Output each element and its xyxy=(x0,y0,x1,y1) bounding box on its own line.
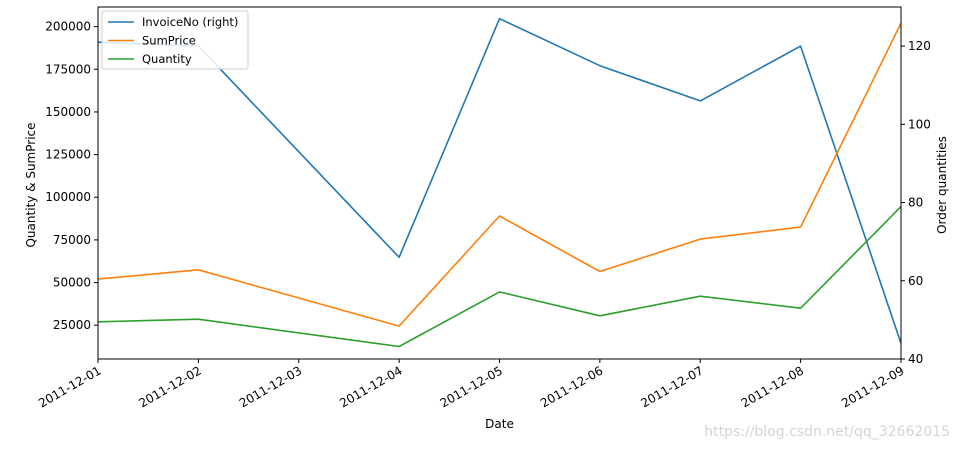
left-y-tick-label: 100000 xyxy=(45,190,91,204)
series-line xyxy=(97,22,902,327)
x-tick-label: 2011-12-07 xyxy=(638,363,705,410)
watermark: https://blog.csdn.net/qq_32662015 xyxy=(704,424,950,440)
left-y-tick-label: 125000 xyxy=(45,148,91,162)
right-y-axis-title: Order quantities xyxy=(935,136,949,234)
x-axis-title: Date xyxy=(485,417,514,431)
left-y-axis-title: Quantity & SumPrice xyxy=(24,122,38,247)
left-y-axis: 25000 50000 75000 100000 125000 150000 175000 2… xyxy=(45,20,98,332)
legend-box xyxy=(101,10,249,70)
x-tick-label: 2011-12-09 xyxy=(839,363,906,410)
left-y-tick-label: 75000 xyxy=(53,233,91,247)
left-y-tick-label: 25000 xyxy=(53,318,91,332)
series-line xyxy=(97,17,902,344)
right-y-tick-label: 100 xyxy=(908,117,931,131)
x-tick-label: 2011-12-06 xyxy=(538,363,605,410)
legend: InvoiceNo (right) SumPrice Quantity xyxy=(101,10,249,70)
x-tick-label: 2011-12-01 xyxy=(36,363,103,410)
legend-label: InvoiceNo (right) xyxy=(142,15,238,29)
x-tick-label: 2011-12-03 xyxy=(237,363,304,410)
x-tick-label: 2011-12-05 xyxy=(438,363,505,410)
x-tick-label: 2011-12-04 xyxy=(337,363,404,410)
x-axis: 2011-12-01 2011-12-02 2011-12-03 2011-12-04… xyxy=(36,359,907,410)
series-line xyxy=(97,206,902,348)
right-y-tick-label: 40 xyxy=(908,352,923,366)
right-y-tick-label: 120 xyxy=(908,39,931,53)
legend-label: SumPrice xyxy=(142,34,196,48)
left-y-tick-label: 175000 xyxy=(45,62,91,76)
x-tick-label: 2011-12-02 xyxy=(136,363,203,410)
right-y-tick-label: 60 xyxy=(908,274,923,288)
x-tick-label: 2011-12-08 xyxy=(739,363,806,410)
left-y-tick-label: 200000 xyxy=(45,20,91,34)
legend-label: Quantity xyxy=(142,52,192,66)
left-y-tick-label: 50000 xyxy=(53,276,91,290)
plot-lines xyxy=(97,17,902,348)
right-y-axis: 40 60 80 100 120 xyxy=(901,39,931,366)
left-y-tick-label: 150000 xyxy=(45,105,91,119)
right-y-tick-label: 80 xyxy=(908,196,923,210)
